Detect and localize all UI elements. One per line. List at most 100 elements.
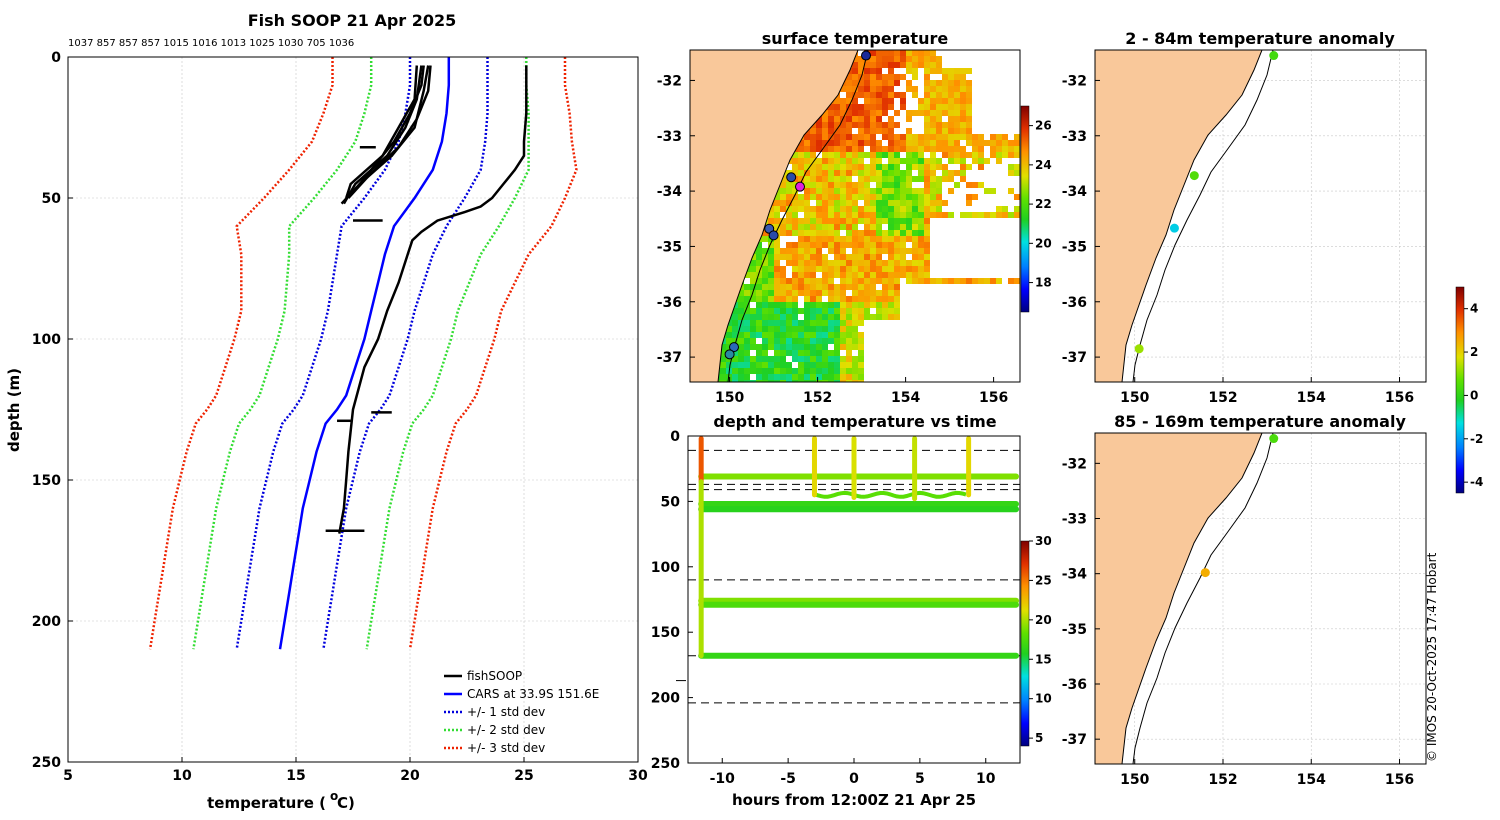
sst-cell: [744, 344, 750, 350]
sst-cell: [858, 218, 864, 224]
sst-cell: [834, 356, 840, 362]
sst-cell: [816, 164, 822, 170]
sst-cell: [894, 290, 900, 296]
sst-cell: [798, 338, 804, 344]
sst-cell: [846, 182, 852, 188]
sst-cell: [972, 140, 978, 146]
sst-cell: [858, 212, 864, 218]
cars-minus-std3-line: [148, 57, 334, 650]
sst-cell: [852, 212, 858, 218]
sst-cell: [870, 92, 876, 98]
sst-cell: [840, 356, 846, 362]
sst-cell: [870, 128, 876, 134]
sst-cell: [822, 272, 828, 278]
sst-cell: [894, 56, 900, 62]
sst-cell: [774, 308, 780, 314]
sst-cell: [852, 62, 858, 68]
sst-cell: [900, 98, 906, 104]
sst-cell: [960, 164, 966, 170]
sst-cell: [930, 80, 936, 86]
sst-cell: [888, 98, 894, 104]
sst-cell: [888, 272, 894, 278]
sst-cell: [1008, 164, 1014, 170]
depth-time-ytick-label: 200: [651, 691, 680, 707]
anomaly-deep-panel: 85 - 169m temperature anomaly 150 152 154 1…: [1062, 412, 1427, 788]
sst-cell: [876, 206, 882, 212]
sst-cell: [864, 86, 870, 92]
sst-cell: [786, 230, 792, 236]
sst-cell: [822, 230, 828, 236]
sst-cell: [846, 224, 852, 230]
sst-cell: [750, 326, 756, 332]
sst-cell: [768, 374, 774, 380]
sst-cell: [804, 194, 810, 200]
sst-cell: [834, 128, 840, 134]
sst-cell: [864, 260, 870, 266]
sst-cell: [804, 134, 810, 140]
sst-cell: [768, 356, 774, 362]
sst-cell: [882, 182, 888, 188]
sst-cell: [858, 122, 864, 128]
sst-cell: [750, 380, 756, 382]
sst-cell: [762, 350, 768, 356]
profile-legend: fishSOOP CARS at 33.9S 151.6E +/- 1 std …: [444, 669, 599, 755]
sst-cell: [840, 182, 846, 188]
sst-cell: [798, 164, 804, 170]
profile-ytick-label: 50: [42, 191, 62, 207]
sst-cell: [780, 230, 786, 236]
sst-cell: [942, 98, 948, 104]
sst-cell: [786, 260, 792, 266]
sst-cell: [894, 164, 900, 170]
sst-cell: [942, 170, 948, 176]
anomaly-deep-points: [1200, 434, 1279, 578]
sst-cell: [864, 182, 870, 188]
sst-cell: [930, 158, 936, 164]
sst-cell: [870, 302, 876, 308]
sst-cell: [876, 278, 882, 284]
sst-cell: [768, 314, 774, 320]
sst-cell: [858, 206, 864, 212]
sst-cell: [858, 56, 864, 62]
sst-cell: [942, 278, 948, 284]
sst-cell: [870, 68, 876, 74]
sst-cell: [858, 146, 864, 152]
sst-cell: [918, 134, 924, 140]
anomaly-deep-xtick-label: 154: [1297, 772, 1326, 788]
sst-cell: [816, 188, 822, 194]
sst-cell: [894, 266, 900, 272]
sst-cell: [870, 188, 876, 194]
sst-cell: [852, 86, 858, 92]
sst-cell: [756, 344, 762, 350]
depth-time-ytick-label: 250: [651, 756, 680, 772]
sst-cell: [960, 134, 966, 140]
sst-cell: [858, 266, 864, 272]
sst-cell: [918, 272, 924, 278]
sst-cell: [870, 176, 876, 182]
sst-cell: [876, 314, 882, 320]
sst-cell: [876, 158, 882, 164]
sst-cell: [1008, 278, 1014, 284]
sst-cell: [822, 290, 828, 296]
sst-cell: [804, 188, 810, 194]
sst-cell: [804, 140, 810, 146]
sst-cell: [966, 128, 972, 134]
sst-cell: [894, 284, 900, 290]
sst-cell: [972, 146, 978, 152]
sst-cell: [900, 206, 906, 212]
sst-cell: [870, 62, 876, 68]
sst-cell: [828, 182, 834, 188]
sst-cell: [786, 338, 792, 344]
sst-cell: [912, 158, 918, 164]
profile-xtick-label: 25: [514, 768, 533, 784]
depth-time-colorbar-tick-label: 10: [1035, 692, 1052, 706]
sst-cell: [870, 254, 876, 260]
sst-cell: [780, 206, 786, 212]
sst-cell: [798, 170, 804, 176]
sst-cell: [732, 308, 738, 314]
sst-cell: [804, 176, 810, 182]
sst-cell: [864, 314, 870, 320]
sst-cell: [888, 50, 894, 56]
sst-cell: [732, 362, 738, 368]
sst-cell: [750, 368, 756, 374]
sst-cell: [858, 62, 864, 68]
